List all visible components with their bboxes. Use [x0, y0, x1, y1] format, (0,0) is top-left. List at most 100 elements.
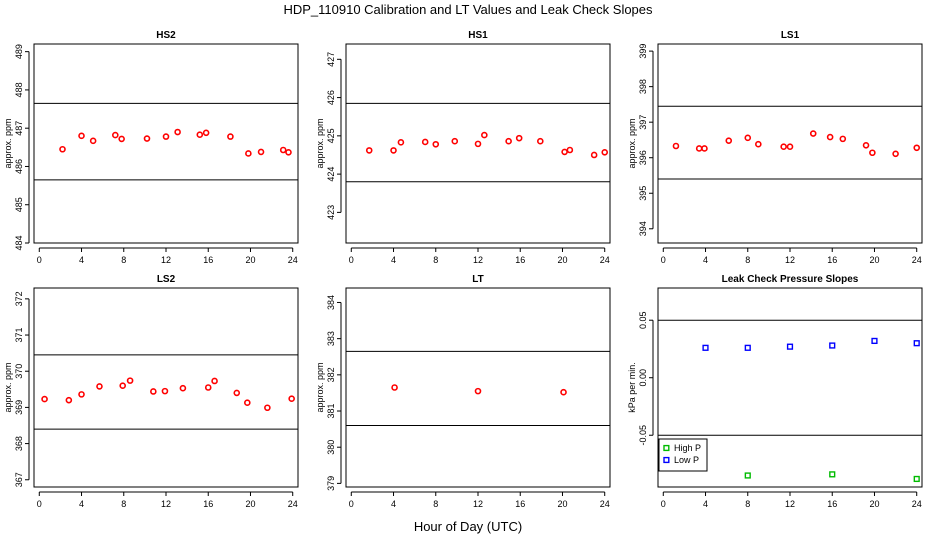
- data-point: [257, 148, 265, 156]
- y-tick-label: 426: [326, 90, 336, 105]
- y-tick-label: 371: [14, 328, 24, 343]
- y-tick-label: 379: [326, 476, 336, 491]
- y-tick-label: 381: [326, 404, 336, 419]
- x-tick-label: 4: [703, 255, 708, 265]
- data-point: [41, 395, 48, 403]
- plot-frame: [657, 43, 923, 244]
- y-tick-label: 484: [14, 235, 24, 250]
- plot-frame: [345, 43, 611, 244]
- x-tick-label: 24: [912, 255, 922, 265]
- x-tick-label: 12: [785, 255, 795, 265]
- y-tick-label: 383: [326, 331, 336, 346]
- data-point: [204, 384, 212, 391]
- data-point: [432, 140, 440, 148]
- data-point: [744, 472, 751, 479]
- data-point: [892, 150, 899, 158]
- data-point: [112, 131, 119, 139]
- plot-frame: [345, 287, 611, 488]
- y-tick-label: 370: [14, 364, 24, 379]
- data-point: [451, 137, 459, 145]
- y-axis-label: approx. ppm: [3, 362, 13, 412]
- y-tick-label: 427: [326, 52, 336, 67]
- data-point: [118, 135, 125, 143]
- y-axis-label: approx. ppm: [3, 118, 13, 168]
- data-point: [211, 377, 218, 385]
- data-point: [505, 137, 512, 145]
- plot-frame: [657, 287, 923, 488]
- data-point: [862, 141, 870, 149]
- x-tick-label: 16: [515, 255, 525, 265]
- y-tick-label: 382: [326, 367, 336, 382]
- x-tick-label: 20: [245, 255, 255, 265]
- data-point: [174, 128, 181, 136]
- data-point: [150, 388, 157, 395]
- data-point: [96, 383, 103, 390]
- x-tick-label: 24: [600, 255, 610, 265]
- y-tick-label: 372: [14, 291, 24, 306]
- panel-title: Leak Check Pressure Slopes: [722, 274, 859, 285]
- data-point: [809, 130, 817, 137]
- panel-title: LS2: [157, 274, 176, 285]
- x-tick-label: 24: [288, 255, 298, 265]
- y-tick-label: 369: [14, 400, 24, 415]
- x-tick-label: 0: [349, 499, 354, 509]
- y-tick-label: 488: [14, 82, 24, 97]
- y-tick-label: 384: [326, 295, 336, 310]
- figure-title: HDP_110910 Calibration and LT Values and…: [283, 2, 653, 17]
- data-point: [126, 377, 134, 384]
- data-point: [725, 137, 733, 144]
- x-tick-label: 16: [203, 255, 213, 265]
- legend-box: [658, 438, 708, 472]
- x-tick-label: 12: [161, 499, 171, 509]
- data-point: [233, 389, 241, 397]
- x-tick-label: 4: [79, 255, 84, 265]
- y-tick-label: 485: [14, 197, 24, 212]
- data-point: [264, 404, 271, 412]
- data-point: [365, 147, 373, 154]
- x-tick-label: 0: [661, 499, 666, 509]
- x-tick-label: 8: [433, 499, 438, 509]
- x-tick-label: 12: [473, 499, 483, 509]
- panel-title: LT: [472, 274, 483, 285]
- panel-title: LS1: [781, 30, 800, 41]
- x-tick-label: 0: [37, 255, 42, 265]
- panel-4: LS2 0 4 8 12 16 20 24 367 368 369 370 371 372 approx. …: [3, 274, 299, 509]
- data-point: [474, 140, 482, 148]
- legend-marker: [663, 456, 670, 464]
- y-tick-label: 367: [14, 472, 24, 487]
- y-tick-label: 424: [326, 167, 336, 182]
- x-tick-label: 24: [912, 499, 922, 509]
- data-point: [279, 146, 287, 154]
- y-tick-label: 487: [14, 121, 24, 136]
- data-point: [829, 471, 836, 478]
- data-point: [590, 151, 598, 159]
- data-point: [143, 135, 151, 142]
- panel-5: LT 0 4 8 12 16 20 24 379 380 381 382 383 384 approx. p…: [315, 274, 611, 509]
- x-tick-label: 8: [745, 255, 750, 265]
- data-point: [701, 145, 708, 152]
- data-point: [560, 388, 567, 396]
- x-tick-label: 0: [661, 255, 666, 265]
- y-axis-label: kPa per min.: [627, 362, 637, 413]
- data-point: [202, 129, 210, 137]
- data-point: [161, 387, 169, 395]
- data-point: [119, 382, 127, 389]
- data-point: [65, 396, 73, 404]
- x-tick-label: 16: [203, 499, 213, 509]
- data-point: [672, 142, 680, 150]
- data-point: [913, 144, 921, 152]
- y-tick-label: 489: [14, 44, 24, 59]
- data-point: [391, 384, 398, 391]
- y-tick-label: 425: [326, 128, 336, 143]
- panel-title: HS2: [156, 30, 176, 41]
- data-point: [839, 135, 847, 143]
- x-tick-label: 20: [245, 499, 255, 509]
- x-tick-label: 8: [121, 499, 126, 509]
- panel-6: Leak Check Pressure Slopes 0 4 8 12 16 20 24 -0.…: [627, 274, 923, 509]
- y-axis-label: approx. ppm: [315, 118, 325, 168]
- data-point: [421, 138, 429, 146]
- data-point: [786, 143, 794, 150]
- data-point: [702, 344, 709, 351]
- data-point: [829, 342, 836, 349]
